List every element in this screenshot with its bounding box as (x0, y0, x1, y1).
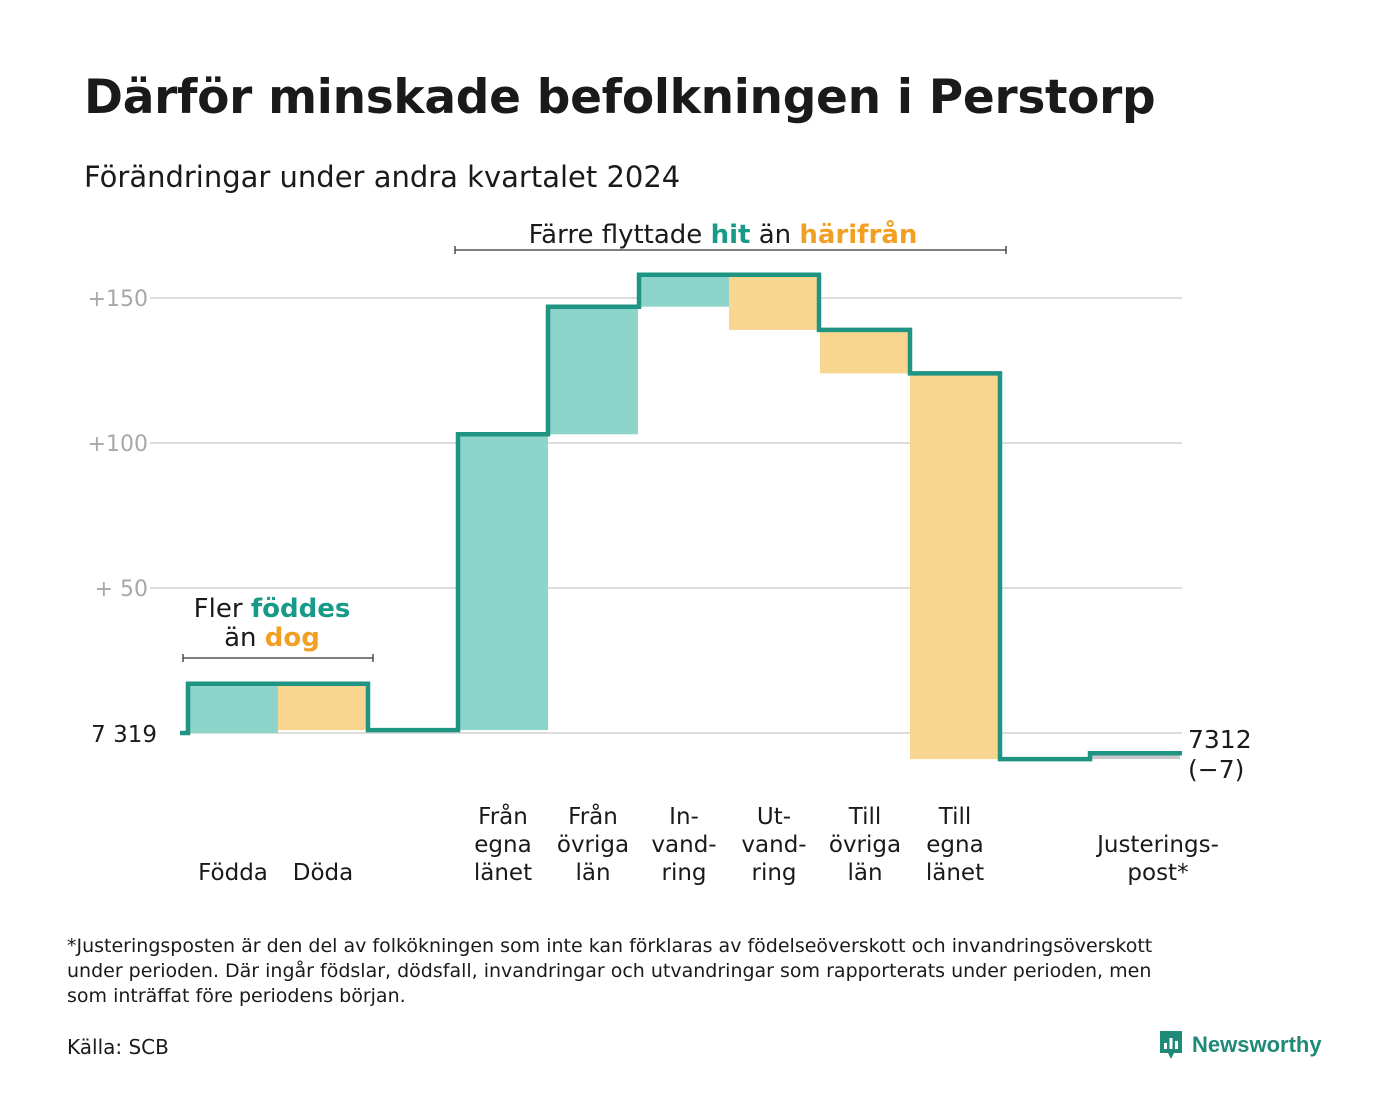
category-label: In-vand-ring (651, 804, 716, 886)
migration-bracket (454, 246, 1007, 254)
brand-logo: Newsworthy (1158, 1028, 1322, 1062)
category-label: Döda (293, 860, 353, 886)
category-label: Till övriga län (829, 804, 901, 886)
cumulative-line (180, 272, 1182, 762)
migration-annotation-mid: än (759, 220, 791, 250)
waterfall-chart: +150 +100 + 50 Fler föddes än dog Färre fl… (88, 218, 1252, 886)
start-value-label: 7 319 (91, 722, 157, 748)
bar (278, 683, 368, 731)
births-annotation-green: föddes (251, 594, 351, 624)
migration-annotation-orange: härifrån (799, 218, 917, 250)
chart-title: Därför minskade befolkningen i Perstorp (84, 70, 1156, 125)
bar (820, 329, 910, 374)
category-label: Födda (198, 860, 268, 886)
y-tick-label: +100 (88, 432, 148, 457)
grid-lines (150, 297, 1182, 734)
end-change-label: (−7) (1188, 755, 1244, 784)
y-tick-label: + 50 (95, 577, 148, 602)
bar (639, 274, 729, 307)
births-annotation-orange: dog (265, 623, 320, 653)
newsworthy-logo-icon (1160, 1031, 1182, 1059)
births-annotation-line2: än dog (224, 623, 320, 653)
y-axis-ticks: +150 +100 + 50 (88, 287, 148, 602)
bar (910, 373, 1000, 760)
category-label: Till egna länet (926, 804, 984, 886)
cumulative-step-line (180, 272, 1182, 762)
bar (1090, 753, 1180, 760)
brand-name: Newsworthy (1192, 1032, 1322, 1057)
migration-annotation-green: hit (711, 220, 751, 250)
category-label: Ut-vand-ring (741, 804, 806, 886)
end-value-label: 7312 (1188, 725, 1252, 754)
bar (188, 683, 278, 733)
births-bracket (182, 654, 374, 662)
footnote: *Justeringsposten är den del av folkökni… (67, 935, 1153, 1007)
bar (548, 306, 638, 435)
bar (729, 274, 819, 330)
source-label: Källa: SCB (67, 1035, 169, 1059)
births-annotation-line1: Fler föddes (194, 594, 351, 624)
migration-annotation: Färre flyttade hit än härifrån (454, 218, 1007, 254)
chart-subtitle: Förändringar under andra kvartalet 2024 (84, 160, 681, 194)
category-label: Från övriga län (557, 802, 629, 886)
y-tick-label: +150 (88, 287, 148, 312)
births-annotation: Fler föddes än dog (182, 594, 374, 662)
migration-annotation-pre: Färre flyttade (529, 220, 703, 250)
births-annotation-pre: Fler (194, 594, 243, 624)
bar (458, 434, 548, 731)
category-label: Från egna länet (474, 802, 532, 886)
category-labels: Födda Döda Från egna länet Från övriga län In-va… (198, 802, 1219, 886)
births-annotation-mid: än (224, 623, 256, 653)
bars (188, 274, 1180, 760)
category-label: Justerings-post* (1095, 832, 1219, 886)
migration-annotation-text: Färre flyttade hit än härifrån (529, 218, 918, 250)
